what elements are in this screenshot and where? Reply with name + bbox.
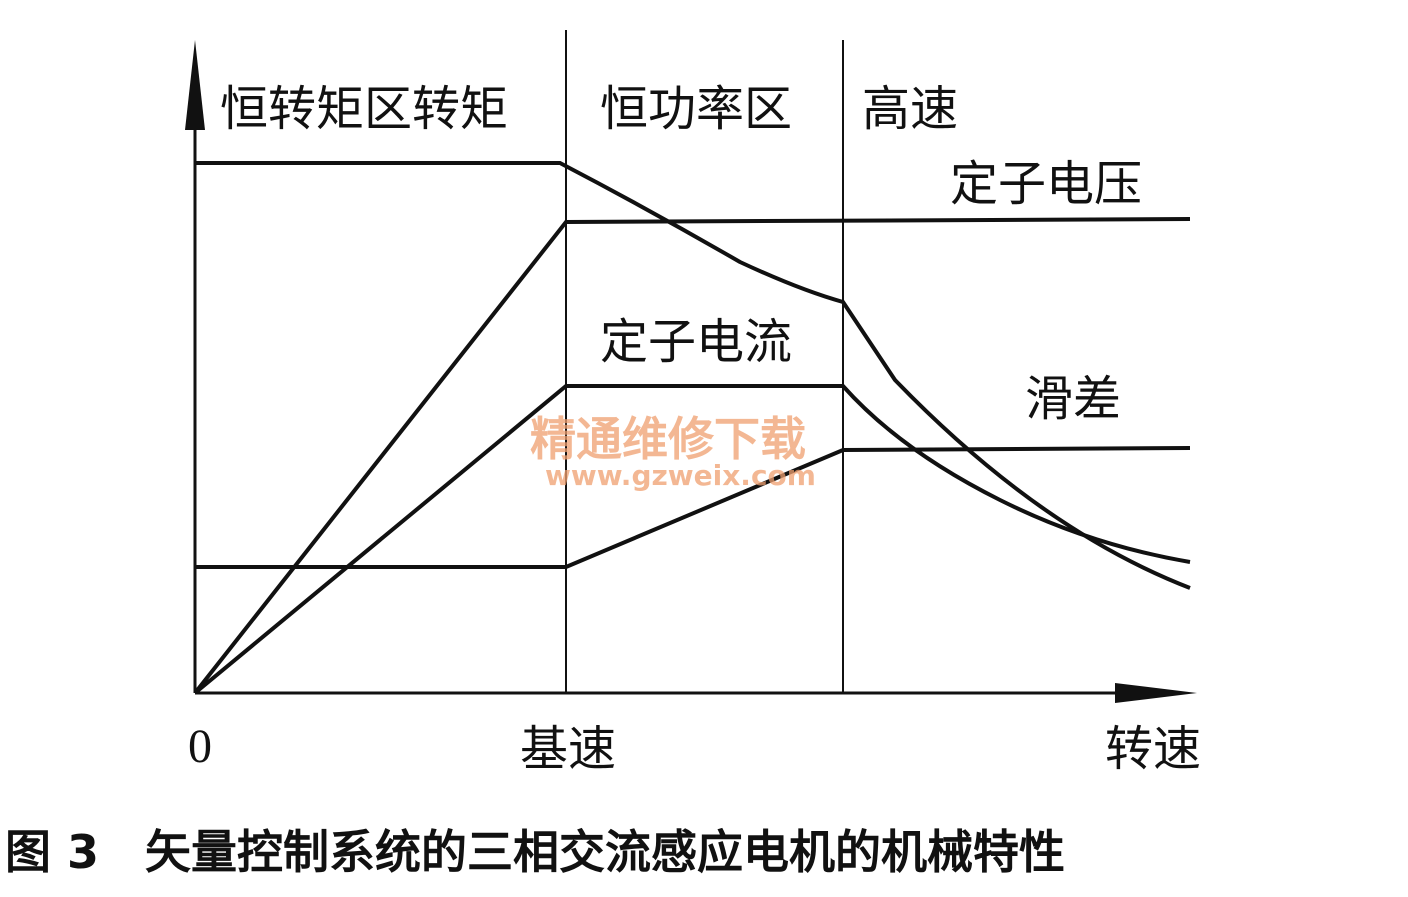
curve-label: 定子电流 [600,316,792,369]
watermark-url: www.gzweix.com [545,459,816,492]
slip-curve [195,446,1191,569]
curve-label: 定子电压 [950,158,1142,211]
region-label: 恒功率区 [600,83,792,136]
axis-label: 转速 [1105,723,1201,776]
voltage-curve [193,217,1191,695]
curves [193,161,1191,695]
x-arrow [1115,683,1197,703]
origin-label: 0 [188,720,212,773]
current-curve [193,384,1191,695]
region-label: 恒转矩区转矩 [220,83,508,136]
axis-label: 基速 [520,723,616,776]
y-arrow [185,40,205,130]
torque-curve [195,161,1191,590]
axes [193,30,1150,695]
caption: 图 3 矢量控制系统的三相交流感应电机的机械特性 [5,825,1065,879]
watermark-title: 精通维修下载 [530,412,806,466]
curve-label: 滑差 [1025,373,1121,426]
region-label: 高速 [862,83,958,136]
